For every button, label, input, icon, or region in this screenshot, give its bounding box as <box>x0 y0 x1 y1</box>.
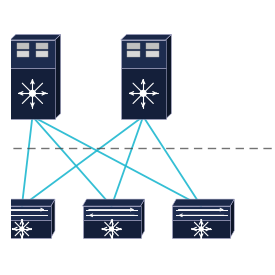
Bar <box>16 51 29 57</box>
Bar <box>121 40 166 68</box>
Circle shape <box>30 90 35 96</box>
Polygon shape <box>121 34 171 40</box>
Circle shape <box>140 90 146 96</box>
Circle shape <box>20 227 24 231</box>
Bar <box>82 206 141 220</box>
Bar <box>172 220 230 238</box>
Polygon shape <box>82 199 145 206</box>
Bar <box>36 43 48 49</box>
Bar <box>10 68 55 119</box>
Polygon shape <box>141 199 145 238</box>
Bar <box>121 68 166 119</box>
Bar <box>10 40 55 68</box>
Polygon shape <box>55 34 61 119</box>
Bar <box>0 220 51 238</box>
Circle shape <box>199 227 203 231</box>
Circle shape <box>110 227 114 231</box>
Bar <box>172 206 230 220</box>
Polygon shape <box>172 199 234 206</box>
Bar <box>147 43 159 49</box>
Bar <box>127 43 140 49</box>
Polygon shape <box>10 34 61 40</box>
Polygon shape <box>166 34 171 119</box>
Bar <box>127 51 140 57</box>
Polygon shape <box>51 199 55 238</box>
Polygon shape <box>0 199 55 206</box>
Bar <box>36 51 48 57</box>
Bar <box>0 206 51 220</box>
Bar <box>16 43 29 49</box>
Polygon shape <box>230 199 234 238</box>
Bar <box>82 220 141 238</box>
Bar <box>147 51 159 57</box>
